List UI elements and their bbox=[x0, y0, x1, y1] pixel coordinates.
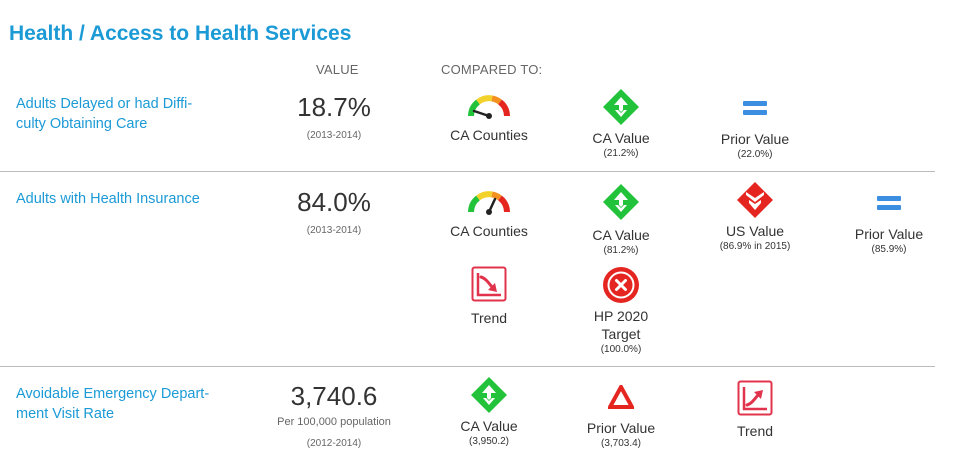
indicator-period: (2013-2014) bbox=[306, 225, 362, 236]
row-divider bbox=[0, 366, 935, 367]
comparison-us-value[interactable]: US Value (86.9% in 2015) bbox=[690, 181, 820, 254]
gauge-icon bbox=[468, 191, 510, 215]
trend-down-icon bbox=[471, 266, 507, 302]
value-column-header: VALUE bbox=[316, 62, 359, 77]
indicator-name-delayed-care[interactable]: Adults Delayed or had Diffi- culty Obtai… bbox=[16, 96, 193, 132]
green-diamond-icon bbox=[603, 89, 639, 125]
gauge-icon bbox=[468, 95, 510, 119]
comparison-hp2020-target[interactable]: HP 2020 Target (100.0%) bbox=[556, 266, 686, 357]
comparison-trend[interactable]: Trend bbox=[690, 380, 820, 440]
comparison-prior-value[interactable]: Prior Value (3,703.4) bbox=[556, 385, 686, 451]
comparison-ca-value[interactable]: CA Value (3,950.2) bbox=[424, 376, 554, 449]
page-title: Health / Access to Health Services bbox=[9, 22, 352, 45]
target-missed-icon bbox=[603, 267, 639, 303]
comparison-prior-value[interactable]: Prior Value (22.0%) bbox=[690, 98, 820, 162]
indicator-name-health-insurance[interactable]: Adults with Health Insurance bbox=[16, 191, 200, 207]
comparison-prior-value[interactable]: Prior Value (85.9%) bbox=[824, 193, 954, 257]
red-diamond-icon bbox=[737, 182, 773, 218]
compared-to-column-header: COMPARED TO: bbox=[441, 62, 543, 77]
indicator-period: (2013-2014) bbox=[306, 130, 362, 141]
equals-icon bbox=[743, 101, 767, 115]
comparison-trend[interactable]: Trend bbox=[424, 266, 554, 327]
indicator-name-avoidable-ed-visits[interactable]: Avoidable Emergency Depart- ment Visit R… bbox=[16, 386, 210, 422]
comparison-ca-counties[interactable]: CA Counties bbox=[424, 188, 554, 240]
trend-up-icon bbox=[737, 380, 773, 416]
green-diamond-icon bbox=[471, 377, 507, 413]
comparison-ca-counties[interactable]: CA Counties bbox=[424, 92, 554, 144]
equals-icon bbox=[877, 196, 901, 210]
indicator-value: 18.7% bbox=[297, 92, 371, 122]
comparison-ca-value[interactable]: CA Value (81.2%) bbox=[556, 183, 686, 258]
green-diamond-icon bbox=[603, 184, 639, 220]
indicator-unit: Per 100,000 population bbox=[277, 416, 391, 428]
indicator-value: 84.0% bbox=[297, 187, 371, 217]
comparison-ca-value[interactable]: CA Value (21.2%) bbox=[556, 88, 686, 161]
indicator-value: 3,740.6 bbox=[290, 381, 378, 411]
indicator-period: (2012-2014) bbox=[306, 438, 362, 449]
red-triangle-icon bbox=[608, 385, 634, 409]
row-divider bbox=[0, 171, 935, 172]
